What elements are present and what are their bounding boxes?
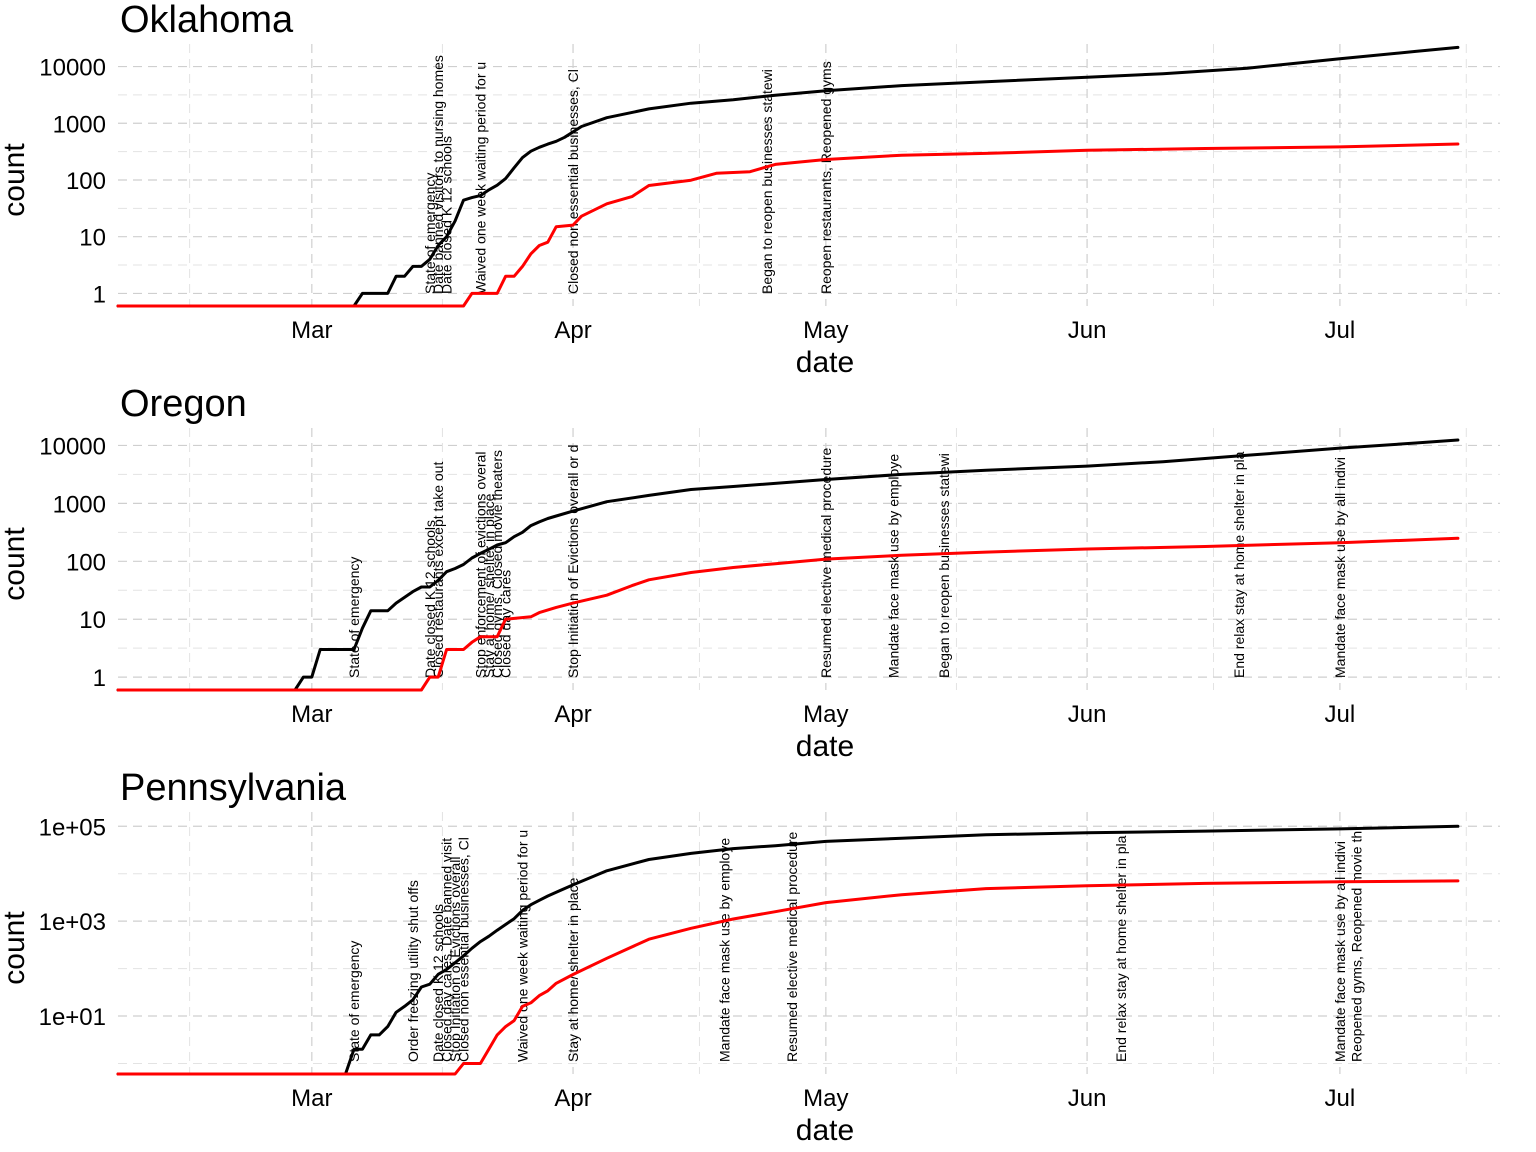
x-tick-label: Mar xyxy=(291,701,332,728)
series-line-black xyxy=(116,824,1460,1076)
x-tick-label: Mar xyxy=(291,1085,332,1112)
annotation-label: Waived one week waiting period for u xyxy=(514,830,530,1062)
series-line-red xyxy=(116,142,1460,308)
annotation-label: Resumed elective medical procedure xyxy=(818,447,834,678)
x-axis-label: date xyxy=(796,730,854,763)
y-tick-label: 1000 xyxy=(53,111,106,138)
y-axis-label: count xyxy=(0,143,31,217)
annotation-label: Date closed K 12 schools xyxy=(439,136,455,294)
annotation-label: Mandate face mask use by all indivi xyxy=(1332,841,1348,1062)
x-tick-label: Mar xyxy=(291,317,332,344)
annotation-label: Stop Initiation of Evictions overall xyxy=(447,857,463,1062)
annotation-label: Mandate face mask use by employe xyxy=(717,838,733,1062)
annotation-label: Closed day cares, Date banned visit xyxy=(439,838,455,1062)
x-tick-label: Jul xyxy=(1325,317,1356,344)
annotation-label: Reopened gyms, Reopened movie th xyxy=(1349,831,1365,1062)
x-tick-label: Jun xyxy=(1068,317,1107,344)
y-tick-label: 1e+01 xyxy=(39,1004,106,1031)
annotation-label: Stop enforcement of evictions overal xyxy=(472,452,488,678)
y-tick-label: 100 xyxy=(66,549,106,576)
x-tick-label: Jul xyxy=(1325,1085,1356,1112)
x-tick-label: Apr xyxy=(554,701,591,728)
x-tick-label: Jun xyxy=(1068,1085,1107,1112)
annotation-label: Mandate face mask use by employe xyxy=(885,454,901,678)
series-line-black xyxy=(116,45,1460,308)
annotation-label: Began to reopen businesses statewi xyxy=(759,69,775,294)
annotation-label: Closed restaurants except take out xyxy=(430,462,446,678)
annotation-label: End relax stay at home shelter in pla xyxy=(1113,835,1129,1062)
annotation-label: Closed non essential businesses, Cl xyxy=(456,837,472,1062)
panel-title: Oklahoma xyxy=(120,0,294,41)
annotation-label: State of emergency xyxy=(346,557,362,678)
panel-title: Oregon xyxy=(120,383,247,425)
panel-title: Pennsylvania xyxy=(120,767,347,809)
annotation-label: Stay at home/ shelter in place xyxy=(565,877,581,1062)
annotation-label: Order freezing utility shut offs xyxy=(405,880,421,1062)
x-tick-label: Jul xyxy=(1325,701,1356,728)
annotation-label: Date banned visitors to nursing homes xyxy=(430,55,446,294)
annotation-label: State of emergency xyxy=(346,941,362,1062)
y-tick-label: 1e+05 xyxy=(39,814,106,841)
annotation-label: Closed non essential businesses, Cl xyxy=(565,69,581,294)
x-tick-label: May xyxy=(803,1085,848,1112)
annotation-label: Reopen restaurants, Reopened gyms xyxy=(818,61,834,294)
annotation-label: Stay at home/ shelter in place xyxy=(481,493,497,678)
annotation-label: Began to reopen businesses statewi xyxy=(936,453,952,678)
annotation-label: Waived one week waiting period for u xyxy=(472,62,488,294)
y-tick-label: 10000 xyxy=(39,55,106,82)
x-axis-label: date xyxy=(796,346,854,379)
annotation-label: Closed day cares xyxy=(498,570,514,678)
x-tick-label: Apr xyxy=(554,1085,591,1112)
series-line-red xyxy=(116,536,1460,692)
annotation-label: Resumed elective medical procedure xyxy=(784,831,800,1062)
annotation-label: End relax stay at home shelter in pla xyxy=(1231,451,1247,678)
panel-pennsylvania: Mar Apr May Jun Jul 1e+01 1e+03 1e+05 State of e… xyxy=(0,767,1500,1147)
y-tick-label: 100 xyxy=(66,168,106,195)
series-line-black xyxy=(116,438,1460,692)
x-tick-label: May xyxy=(803,701,848,728)
y-tick-label: 1 xyxy=(93,665,106,692)
annotation-label: Closed gyms, Closed movie theaters xyxy=(489,450,505,678)
y-tick-label: 1 xyxy=(93,281,106,308)
y-axis-label: count xyxy=(0,527,31,601)
y-axis-label: count xyxy=(0,911,31,985)
panel-oregon: Mar Apr May Jun Jul 1 10 100 1000 10000 State of e… xyxy=(0,383,1500,763)
x-tick-label: Apr xyxy=(554,317,591,344)
annotation-label: Date closed K 12 schools xyxy=(430,904,446,1062)
y-tick-label: 10 xyxy=(79,607,106,634)
y-tick-label: 10 xyxy=(79,225,106,252)
x-axis-label: date xyxy=(796,1114,854,1147)
annotation-label: Stop Initiation of Evictions overall or … xyxy=(565,445,581,678)
annotation-label: Mandate face mask use by all indivi xyxy=(1332,457,1348,678)
series-line-red xyxy=(116,879,1460,1076)
x-tick-label: Jun xyxy=(1068,701,1107,728)
y-tick-label: 10000 xyxy=(39,433,106,460)
y-tick-label: 1000 xyxy=(53,491,106,518)
annotation-label: Date closed K 12 schools xyxy=(422,520,438,678)
x-tick-label: May xyxy=(803,317,848,344)
y-tick-label: 1e+03 xyxy=(39,909,106,936)
